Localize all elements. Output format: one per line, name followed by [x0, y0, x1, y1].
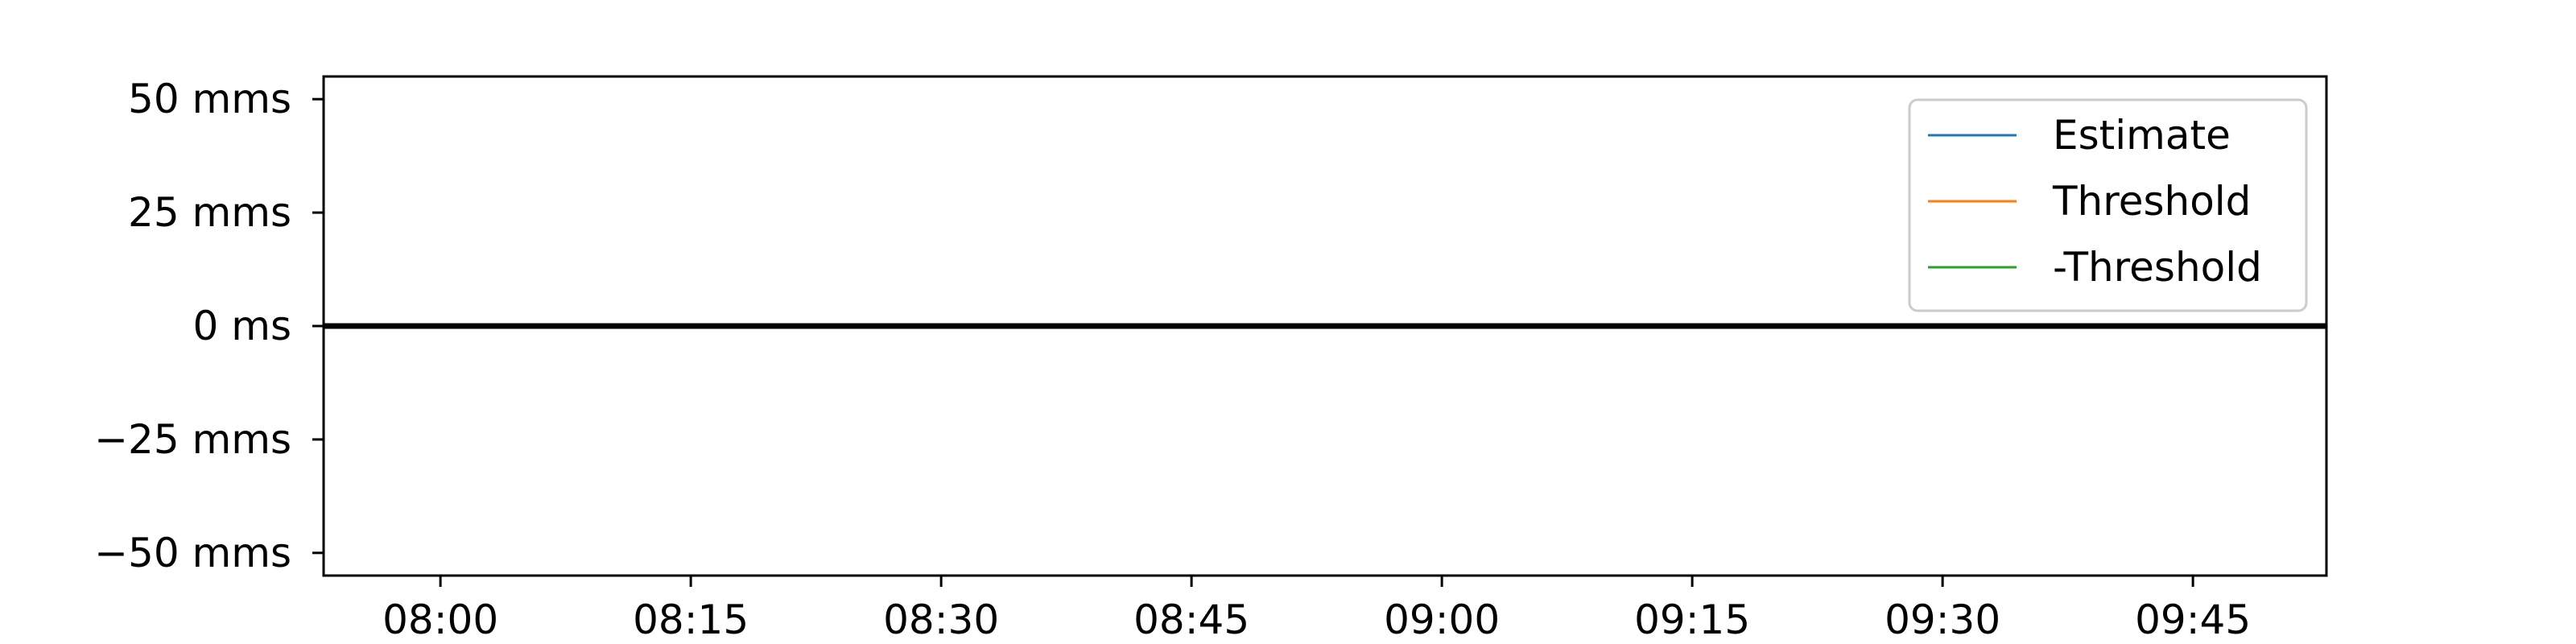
x-tick-label: 08:30 — [883, 597, 999, 643]
legend-box — [1908, 98, 2308, 312]
x-tick-label: 08:45 — [1133, 597, 1249, 643]
x-tick-label: 08:00 — [382, 597, 498, 643]
x-tick-label: 09:15 — [1634, 597, 1750, 643]
y-tick-label: −50 mms — [94, 530, 291, 576]
legend-label: -Threshold — [2053, 244, 2262, 291]
x-tick-label: 09:00 — [1384, 597, 1500, 643]
y-tick-label: −25 mms — [94, 416, 291, 463]
y-tick-label: 50 mms — [128, 76, 291, 122]
legend-label: Threshold — [2052, 178, 2251, 225]
x-tick-label: 09:30 — [1885, 597, 2000, 643]
legend: Estimate Threshold -Threshold — [1908, 98, 2308, 312]
x-axis: 08:00 08:15 08:30 08:45 09:00 09:15 09:30 09:45 — [382, 576, 2251, 643]
y-tick-label: 0 ms — [193, 303, 291, 349]
y-tick-label: 25 mms — [128, 189, 291, 236]
x-tick-label: 09:45 — [2135, 597, 2251, 643]
legend-label: Estimate — [2053, 112, 2231, 159]
x-tick-label: 08:15 — [633, 597, 749, 643]
y-axis: 50 mms 25 mms 0 ms −25 mms −50 mms — [94, 76, 324, 576]
